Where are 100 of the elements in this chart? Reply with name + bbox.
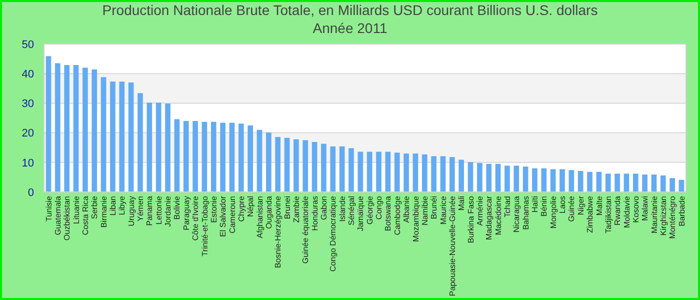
- x-tick-label: Népal: [246, 196, 256, 217]
- x-tick-label: Islande: [338, 195, 347, 222]
- x-tick-label: Ouganda: [264, 195, 274, 229]
- x-tick-label: Jordanie: [164, 195, 173, 227]
- x-tick-label: Rwanda: [613, 195, 622, 226]
- bar: [321, 144, 326, 192]
- x-tick-label: Congo Démocratique: [328, 195, 338, 272]
- x-tick-label: Jamaïque: [356, 195, 366, 232]
- bar: [238, 124, 244, 192]
- x-tick-label: Bosnie-Herzégovine: [274, 195, 283, 268]
- bar: [358, 152, 364, 192]
- bar: [486, 164, 492, 192]
- bar: [568, 170, 574, 192]
- bar: [605, 174, 611, 192]
- x-tick-label: Yémen: [136, 196, 146, 222]
- bar: [651, 174, 657, 192]
- x-tick-label: Afghanistan: [255, 196, 264, 238]
- bar: [522, 166, 528, 192]
- x-tick-label: Madagascar: [484, 196, 494, 240]
- bar: [82, 68, 88, 192]
- bar: [458, 160, 464, 192]
- x-tick-label: Guinée: [567, 195, 576, 222]
- bar: [348, 148, 354, 192]
- x-tick-label: Maurice: [438, 195, 448, 224]
- x-tick-label: Moldavie: [622, 195, 632, 228]
- x-tick-label: Liban: [108, 196, 118, 216]
- bar: [660, 175, 666, 192]
- bar: [210, 122, 216, 192]
- x-tick-label: Brunei: [282, 196, 292, 220]
- x-tick-label: Albanie: [402, 195, 412, 223]
- x-tick-label: Bahamas: [521, 196, 530, 230]
- x-tick-label: Cambodge: [392, 195, 402, 236]
- x-tick-label: Guinée équatoriale: [301, 195, 310, 264]
- bar: [385, 152, 391, 192]
- bar: [284, 138, 290, 192]
- x-tick-label: Tchad: [503, 196, 512, 218]
- x-tick-label: Trinité-et-Tobago: [200, 195, 210, 256]
- bar: [394, 152, 400, 192]
- bar: [55, 63, 60, 192]
- x-tick-label: Burkina Faso: [466, 195, 476, 244]
- x-tick-label: Monténégro: [668, 195, 678, 239]
- x-tick-label: Bénin: [540, 196, 549, 216]
- chart-subtitle: Année 2011: [312, 20, 388, 36]
- bar: [412, 154, 418, 192]
- x-tick-label: El Salvador: [218, 196, 228, 237]
- y-tick-label: 40: [22, 68, 34, 80]
- x-tick-label: Zambie: [292, 195, 301, 223]
- x-tick-label: Birmanie: [99, 195, 108, 228]
- bar: [156, 102, 162, 192]
- bar: [174, 119, 180, 192]
- x-tick-label: Honduras: [310, 196, 320, 231]
- x-tick-label: Libye: [118, 195, 127, 216]
- bar: [614, 174, 620, 192]
- bar: [431, 156, 436, 192]
- x-tick-label: Bolivie: [172, 195, 182, 220]
- x-tick-label: Lettonie: [154, 195, 164, 224]
- x-tick-label: Gabon: [320, 196, 329, 220]
- bar: [312, 142, 318, 192]
- bar: [146, 102, 152, 192]
- chart-title: Production Nationale Brute Totale, en Milliards USD courant Billions U.S. dollars: [102, 2, 598, 18]
- bar: [366, 152, 372, 192]
- x-tick-label: Serbie: [90, 195, 100, 220]
- bar: [202, 122, 208, 192]
- x-tick-label: Paraguay: [182, 196, 191, 230]
- x-tick-label: Malawi: [640, 196, 650, 221]
- x-tick-label: Malte: [594, 195, 604, 216]
- x-tick-label: Haïti: [530, 196, 540, 212]
- bar: [670, 178, 675, 192]
- x-tick-label: Côte d'Ivoire: [191, 195, 200, 241]
- bar: [92, 69, 98, 192]
- x-tick-label: Botswana: [384, 195, 393, 232]
- bar: [642, 174, 648, 192]
- bar: [100, 77, 106, 192]
- x-tick-label: Kirghizstan: [658, 196, 668, 236]
- bar: [256, 130, 262, 192]
- bar: [330, 146, 336, 192]
- bar: [294, 139, 299, 192]
- y-tick-label: 20: [22, 128, 34, 140]
- bar: [578, 170, 584, 192]
- bar: [404, 154, 409, 192]
- x-tick-label: Uruguay: [126, 196, 136, 226]
- bar: [422, 154, 428, 192]
- bar: [110, 82, 116, 192]
- x-tick-label: Zimbabwe: [586, 195, 595, 233]
- bar: [64, 65, 70, 192]
- y-tick-label: 30: [22, 98, 34, 110]
- x-tick-label: Arménie: [475, 195, 484, 226]
- bar: [73, 65, 79, 192]
- x-tick-label: Nicaragua: [512, 195, 522, 232]
- x-tick-label: Barbade: [677, 195, 686, 226]
- bar: [587, 172, 592, 192]
- bar: [504, 166, 510, 192]
- bar: [128, 82, 134, 192]
- x-tick-label: Tadjikistan: [604, 196, 613, 234]
- bar: [275, 136, 281, 192]
- bar: [138, 93, 143, 192]
- bar: [596, 172, 602, 192]
- bar: [248, 125, 253, 192]
- bar: [468, 162, 474, 192]
- bar: [449, 157, 455, 192]
